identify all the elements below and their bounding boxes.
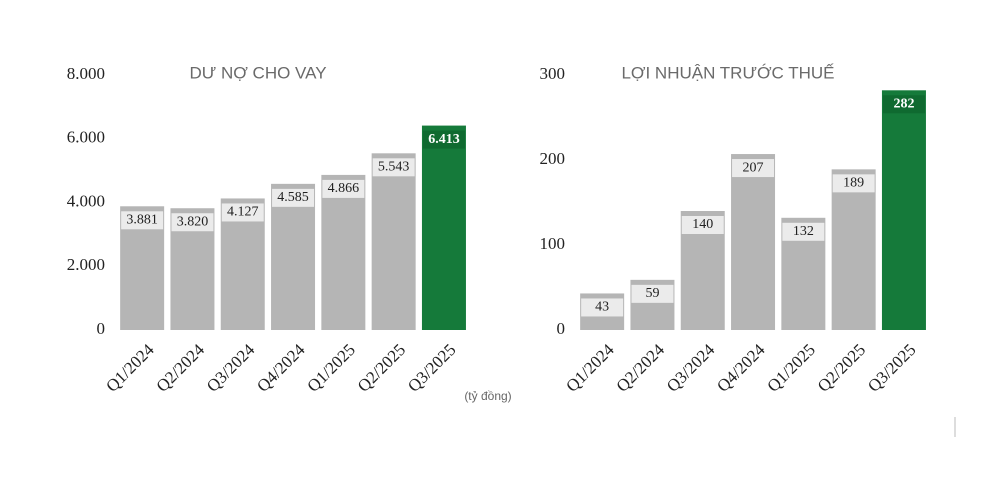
x-tick-label: Q3/2024 [663,340,719,396]
x-tick-label: Q1/2024 [102,340,158,396]
value-label-bg [121,211,164,230]
y-tick-label: 300 [540,64,566,83]
value-label-bg [631,284,674,303]
x-tick-label: Q2/2025 [814,340,870,396]
x-tick-label: Q3/2025 [864,340,920,396]
bar [271,183,316,330]
value-label-bg [322,179,365,198]
chart-title: DƯ NỢ CHO VAY [189,63,326,82]
value-label: 3.881 [126,213,158,228]
y-tick-label: 8.000 [67,64,105,83]
value-label-bg [171,213,214,232]
y-tick-label: 200 [540,149,566,168]
value-label-bg [681,216,724,234]
x-tick-label: Q4/2024 [253,340,309,396]
value-label: 5.543 [378,160,410,175]
bar [421,125,466,330]
bar [321,174,366,330]
bar [731,154,776,330]
value-label-bg [882,95,925,114]
value-label-bg [372,158,415,177]
value-label: 207 [743,160,764,175]
bar [371,153,416,330]
x-tick-label: Q1/2024 [562,340,618,396]
y-tick-label: 100 [540,234,566,253]
value-label: 43 [595,300,609,315]
y-tick-label: 0 [557,319,566,338]
unit-note: (tỷ đồng) [464,389,511,403]
value-label: 4.585 [277,190,309,205]
x-tick-label: Q1/2025 [303,340,359,396]
value-label-bg [732,159,775,178]
value-label: 3.820 [177,214,209,229]
x-tick-label: Q2/2025 [354,340,410,396]
chart-title: LỢI NHUẬN TRƯỚC THUẾ [621,63,834,82]
x-tick-label: Q3/2025 [404,340,460,396]
value-label-bg [782,222,825,241]
value-label-bg [832,174,875,193]
value-label: 4.127 [227,205,259,220]
value-label: 4.866 [328,181,360,196]
value-label: 140 [692,217,713,232]
value-label-bg [581,298,624,317]
value-label: 189 [843,176,864,191]
x-tick-label: Q1/2025 [763,340,819,396]
x-tick-label: Q4/2024 [713,340,769,396]
value-label: 132 [793,224,814,239]
y-tick-label: 0 [97,319,106,338]
bar [881,90,926,330]
y-tick-label: 6.000 [67,128,105,147]
value-label-bg [422,130,465,149]
bar [831,169,876,330]
value-label: 6.413 [428,132,460,147]
x-tick-label: Q3/2024 [203,340,259,396]
value-label-bg [221,203,264,222]
y-tick-label: 2.000 [67,255,105,274]
x-tick-label: Q2/2024 [153,340,209,396]
x-tick-label: Q2/2024 [613,340,669,396]
value-label: 282 [893,97,914,112]
value-label: 59 [645,286,659,301]
value-label-bg [272,188,315,207]
y-tick-label: 4.000 [67,191,105,210]
